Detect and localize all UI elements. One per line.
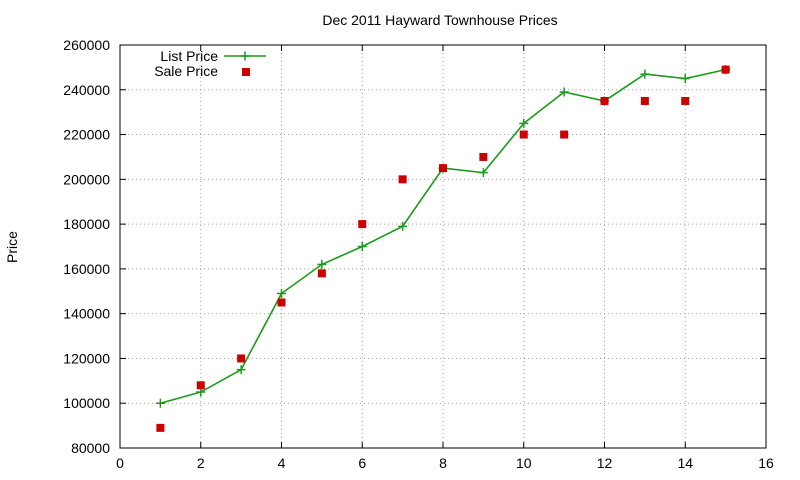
- list-price-point: [680, 74, 690, 84]
- list-price-point: [236, 365, 246, 375]
- legend-label-sale-price: Sale Price: [154, 63, 218, 79]
- x-tick-label: 8: [439, 455, 447, 471]
- list-price-point: [317, 259, 327, 269]
- sale-price-point: [196, 381, 205, 390]
- x-tick-label: 4: [278, 455, 286, 471]
- y-tick-label: 100000: [63, 395, 110, 411]
- sale-price-point: [721, 65, 730, 74]
- y-tick-label: 200000: [63, 171, 110, 187]
- y-tick-label: 120000: [63, 350, 110, 366]
- x-tick-label: 16: [758, 455, 774, 471]
- list-price-point: [640, 69, 650, 79]
- x-tick-label: 6: [358, 455, 366, 471]
- y-tick-label: 160000: [63, 261, 110, 277]
- y-axis-label: Price: [4, 231, 20, 263]
- grid: [120, 45, 766, 448]
- y-tick-label: 180000: [63, 216, 110, 232]
- list-price-point: [559, 87, 569, 97]
- sale-price-point: [560, 130, 569, 139]
- sale-price-point: [600, 96, 609, 105]
- list-price-point: [357, 242, 367, 251]
- y-tick-label: 80000: [71, 440, 110, 456]
- legend: List Price Sale Price: [154, 48, 266, 79]
- list-price-point: [277, 289, 286, 299]
- sale-price-point: [519, 130, 528, 139]
- plot-frame: [119, 44, 767, 449]
- list-price-point: [478, 168, 488, 178]
- sale-price-point: [439, 164, 447, 173]
- y-tick-label: 260000: [63, 37, 110, 53]
- x-tick-label: 12: [597, 455, 613, 471]
- y-tick-label: 140000: [63, 306, 110, 322]
- x-tick-label: 10: [516, 455, 532, 471]
- x-tick-label: 0: [116, 455, 124, 471]
- sale-price-point: [640, 96, 649, 105]
- legend-label-list-price: List Price: [160, 48, 218, 64]
- y-tick-label: 220000: [63, 127, 110, 143]
- x-tick-label: 2: [197, 455, 205, 471]
- sale-price-point: [358, 220, 367, 229]
- sale-price-point: [479, 152, 488, 161]
- legend-marker-sale-price: [242, 68, 250, 76]
- sale-price-point: [237, 354, 246, 363]
- sale-price-point: [156, 423, 165, 432]
- sale-price-point: [398, 175, 407, 184]
- chart-title: Dec 2011 Hayward Townhouse Prices: [322, 12, 557, 28]
- y-tick-labels: 80000 100000 120000 140000 160000 180000 20000…: [63, 37, 110, 456]
- x-tick-labels: 0 2 4 6 8 10 12 14 16: [116, 455, 774, 471]
- sale-price-point: [681, 96, 690, 105]
- sale-price-point: [317, 269, 326, 278]
- x-tick-label: 14: [677, 455, 693, 471]
- list-price-point: [398, 221, 408, 231]
- list-price-point: [519, 118, 529, 128]
- y-tick-label: 240000: [63, 82, 110, 98]
- legend-marker-list-price: [240, 51, 250, 61]
- list-price-point: [155, 398, 165, 408]
- series-layer: [155, 65, 731, 432]
- sale-price-point: [277, 298, 286, 307]
